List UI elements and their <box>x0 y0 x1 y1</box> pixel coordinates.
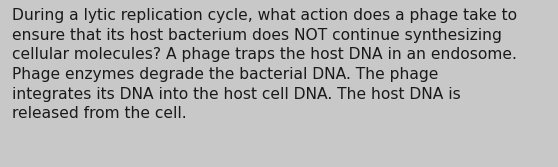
Text: During a lytic replication cycle, what action does a phage take to
ensure that i: During a lytic replication cycle, what a… <box>12 8 517 121</box>
